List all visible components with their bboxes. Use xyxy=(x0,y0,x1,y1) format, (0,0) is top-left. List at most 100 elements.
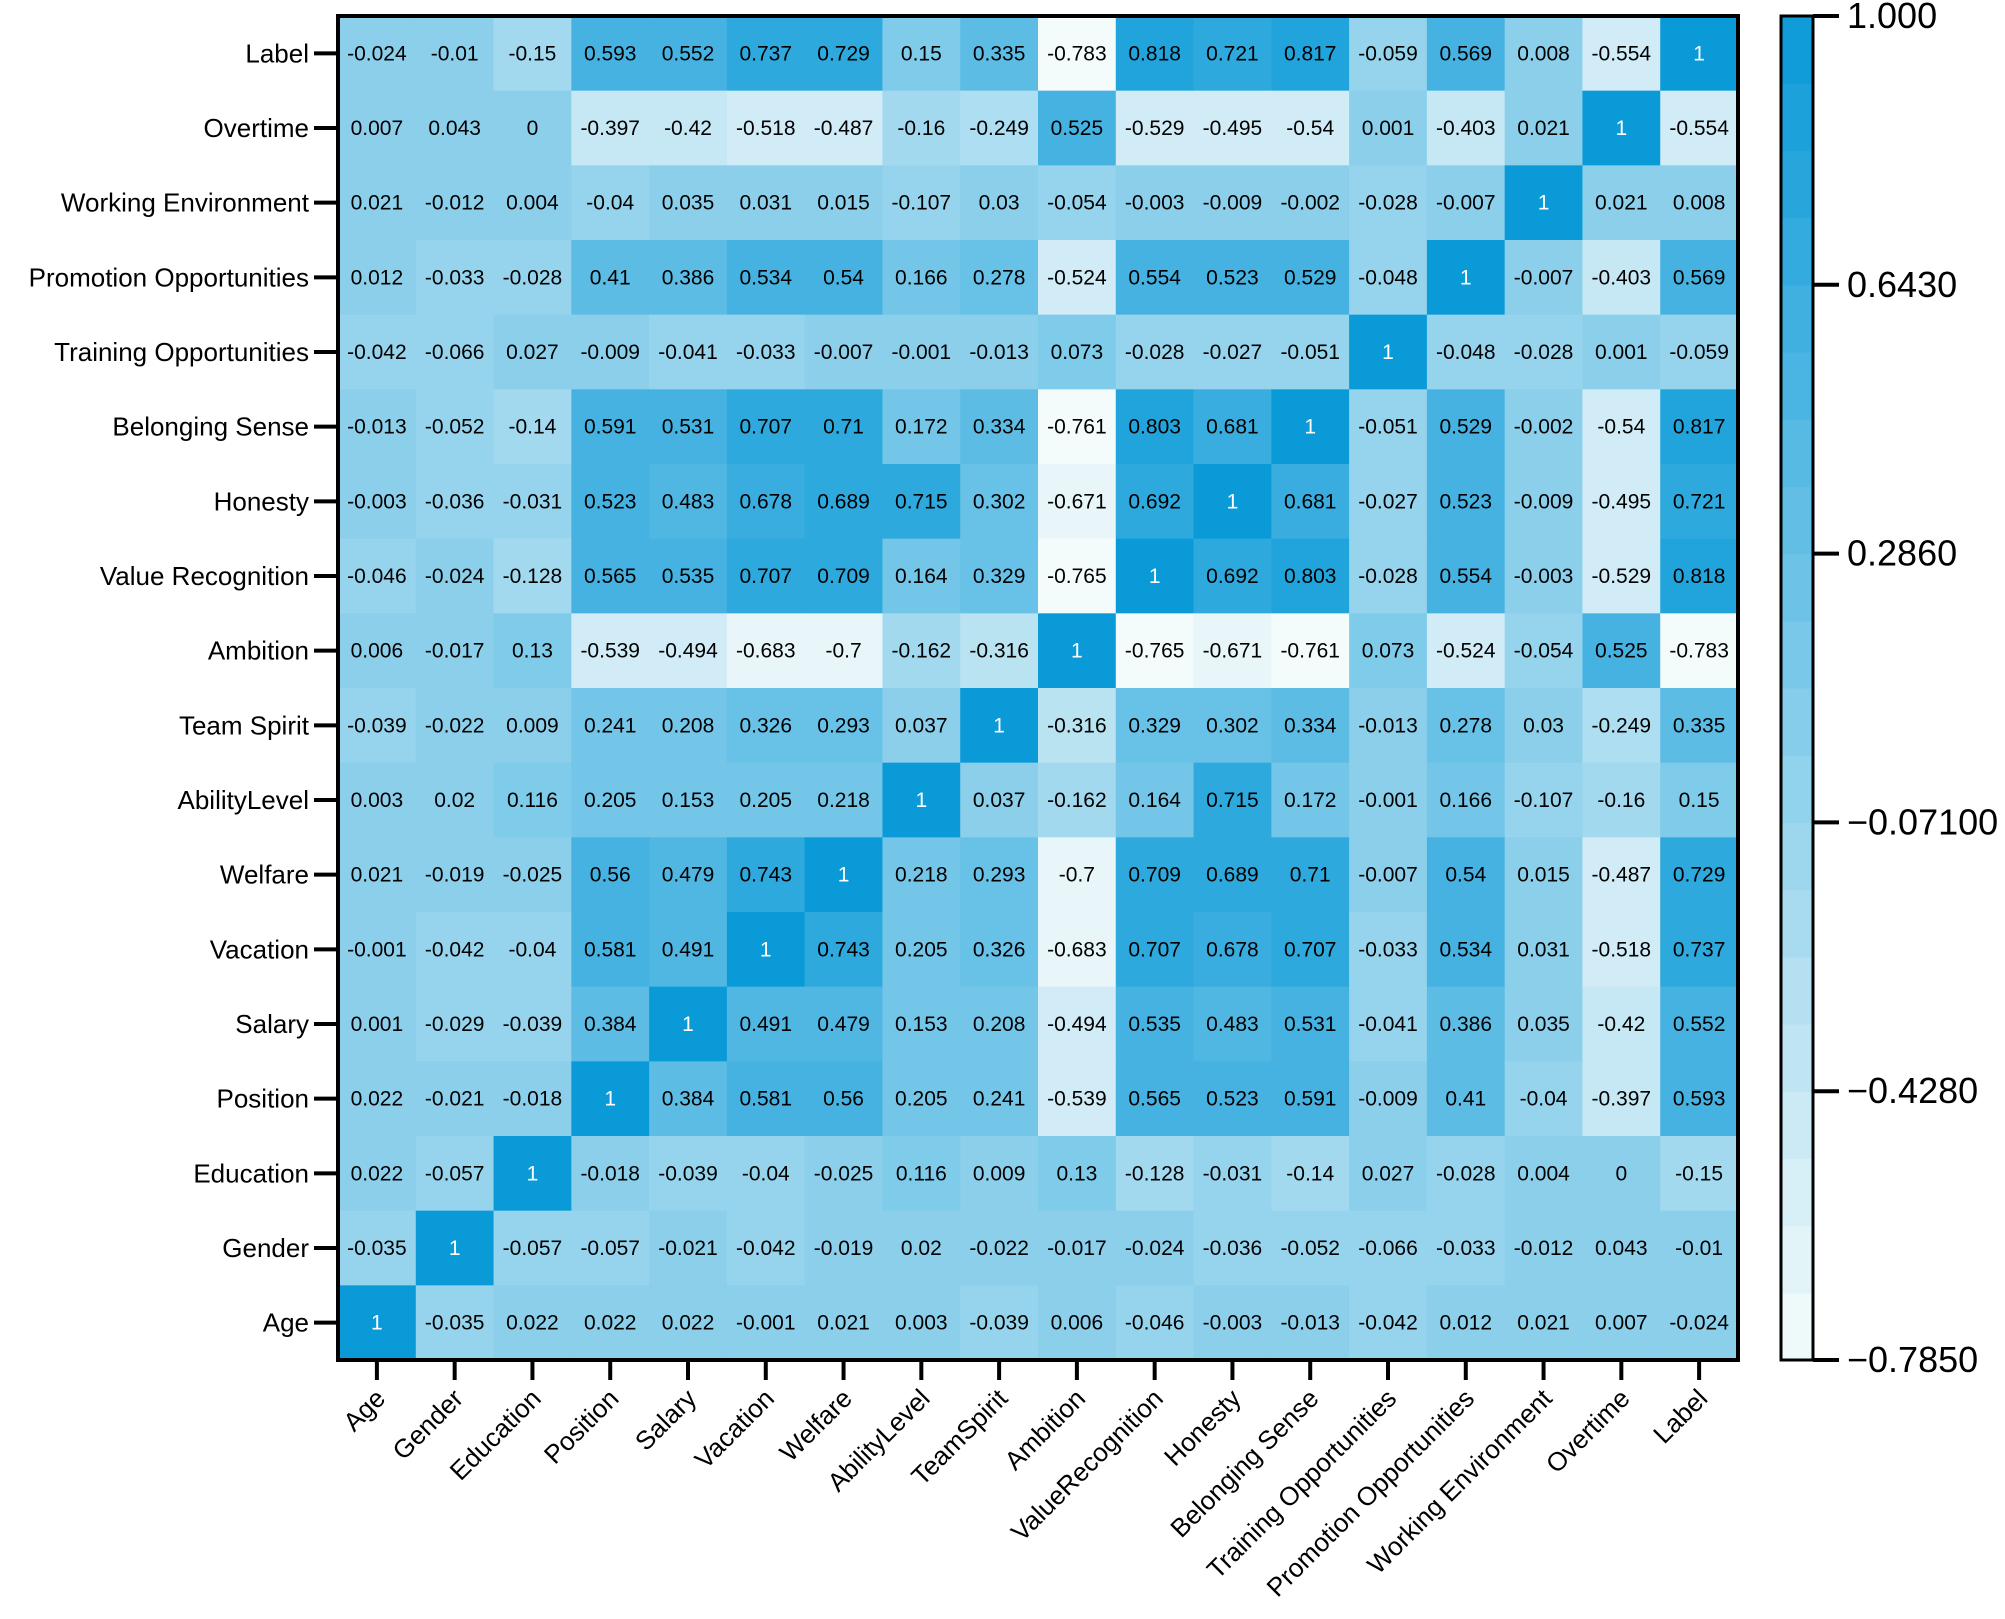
cell-value-label: 0.523 xyxy=(584,490,637,513)
heatmap-cell xyxy=(726,464,806,540)
cell-value-label: -0.761 xyxy=(1280,640,1340,663)
cell-value-label: -0.028 xyxy=(503,266,563,289)
cell-value-label: 0.035 xyxy=(662,192,715,215)
heatmap-cell xyxy=(649,688,728,764)
cell-value-label: 0.326 xyxy=(739,714,792,737)
y-tick-label: Welfare xyxy=(220,860,309,890)
heatmap-cell xyxy=(415,165,495,241)
heatmap-cell xyxy=(1582,538,1661,614)
heatmap-cell xyxy=(882,1285,961,1361)
cell-value-label: -0.024 xyxy=(1125,1237,1185,1260)
heatmap-cell xyxy=(1504,16,1584,92)
cell-value-label: 0.008 xyxy=(1673,192,1726,215)
x-tick-label: Position xyxy=(538,1383,625,1470)
heatmap-cell xyxy=(1038,912,1117,988)
heatmap-cell xyxy=(1582,1210,1661,1286)
cell-value-label: -0.042 xyxy=(1358,1312,1418,1335)
heatmap-cell xyxy=(338,1136,417,1212)
cell-value-label: -0.036 xyxy=(425,490,485,513)
heatmap-cell xyxy=(1349,1285,1428,1361)
heatmap-cell xyxy=(649,389,728,465)
cell-value-label: 0.721 xyxy=(1673,490,1726,513)
heatmap-cell xyxy=(1582,837,1661,913)
cell-value-label: 0.027 xyxy=(506,341,559,364)
cell-value-label: 0.021 xyxy=(1517,117,1570,140)
cell-value-label: 0.021 xyxy=(351,864,404,887)
cell-value-label: 0.153 xyxy=(662,789,715,812)
cell-value-label: -0.057 xyxy=(425,1162,485,1185)
cell-value-label: -0.029 xyxy=(425,1013,485,1036)
heatmap-cell xyxy=(1271,1061,1350,1137)
heatmap-cell xyxy=(338,389,417,465)
cell-value-label: -0.529 xyxy=(1125,117,1185,140)
colorbar-segment xyxy=(1781,822,1813,891)
heatmap-cell xyxy=(1271,240,1350,316)
cell-value-label: -0.039 xyxy=(503,1013,563,1036)
cell-value-label: -0.042 xyxy=(736,1237,796,1260)
heatmap-cell xyxy=(1193,1061,1272,1137)
cell-value-label: -0.003 xyxy=(1514,565,1574,588)
heatmap-cell xyxy=(1193,1136,1272,1212)
cell-value-label: 0.006 xyxy=(351,640,404,663)
heatmap-cell xyxy=(571,538,650,614)
y-tick-label: Education xyxy=(193,1158,309,1188)
heatmap-cell xyxy=(415,314,495,390)
cell-value-label: 0.729 xyxy=(817,42,870,65)
heatmap-cell xyxy=(415,762,495,838)
heatmap-cell xyxy=(1504,837,1584,913)
heatmap-cell xyxy=(1038,613,1117,689)
cell-value-label: 0.153 xyxy=(895,1013,948,1036)
heatmap-cell xyxy=(726,389,806,465)
cell-value-label: 1 xyxy=(915,789,927,812)
cell-value-label: -0.529 xyxy=(1592,565,1652,588)
cell-value-label: -0.033 xyxy=(425,266,485,289)
heatmap-cell xyxy=(1271,464,1350,540)
heatmap-cell xyxy=(1193,389,1272,465)
cell-value-label: 0.335 xyxy=(1673,714,1726,737)
cell-value-label: -0.018 xyxy=(503,1088,563,1111)
cell-value-label: 0.552 xyxy=(1673,1013,1726,1036)
cell-value-label: 0.818 xyxy=(1128,42,1181,65)
heatmap-cell xyxy=(649,1285,728,1361)
cell-value-label: 0.534 xyxy=(739,266,792,289)
heatmap-cell xyxy=(1193,613,1272,689)
heatmap-cell xyxy=(804,314,884,390)
cell-value-label: -0.003 xyxy=(1203,1312,1263,1335)
heatmap-cell xyxy=(1426,613,1506,689)
cell-value-label: -0.024 xyxy=(347,42,407,65)
heatmap-cell xyxy=(1038,1210,1117,1286)
cell-value-label: -0.554 xyxy=(1592,42,1652,65)
heatmap-cell xyxy=(1271,912,1350,988)
cell-value-label: 0.13 xyxy=(512,640,553,663)
heatmap-cell xyxy=(1193,314,1272,390)
heatmap-cell xyxy=(338,538,417,614)
cell-value-label: 0.818 xyxy=(1673,565,1726,588)
cell-value-label: 0.166 xyxy=(1439,789,1492,812)
heatmap-cell xyxy=(1193,837,1272,913)
heatmap-cell xyxy=(726,912,806,988)
cell-value-label: -0.162 xyxy=(892,640,952,663)
heatmap-cell xyxy=(1349,762,1428,838)
cell-value-label: 0.565 xyxy=(584,565,637,588)
heatmap-cell xyxy=(1271,1210,1350,1286)
heatmap-cell xyxy=(1582,314,1661,390)
heatmap-cell xyxy=(1504,912,1584,988)
heatmap-cell xyxy=(1115,464,1195,540)
cell-value-label: -0.036 xyxy=(1203,1237,1263,1260)
cell-value-label: -0.518 xyxy=(1592,938,1652,961)
cell-value-label: -0.012 xyxy=(425,192,485,215)
heatmap-cell xyxy=(1349,538,1428,614)
heatmap-cell xyxy=(1115,165,1195,241)
cell-value-label: -0.028 xyxy=(1358,192,1418,215)
cell-value-label: -0.539 xyxy=(1047,1088,1107,1111)
colorbar-segment xyxy=(1781,553,1813,622)
plot-frame xyxy=(336,14,1740,1362)
cell-value-label: 0.001 xyxy=(1362,117,1415,140)
heatmap-cell xyxy=(882,688,961,764)
heatmap-cell xyxy=(1660,1210,1739,1286)
cell-value-label: -0.039 xyxy=(347,714,407,737)
cell-value-label: -0.554 xyxy=(1669,117,1729,140)
cell-value-label: -0.052 xyxy=(1280,1237,1340,1260)
heatmap-cell xyxy=(571,1061,650,1137)
heatmap-cell xyxy=(649,464,728,540)
